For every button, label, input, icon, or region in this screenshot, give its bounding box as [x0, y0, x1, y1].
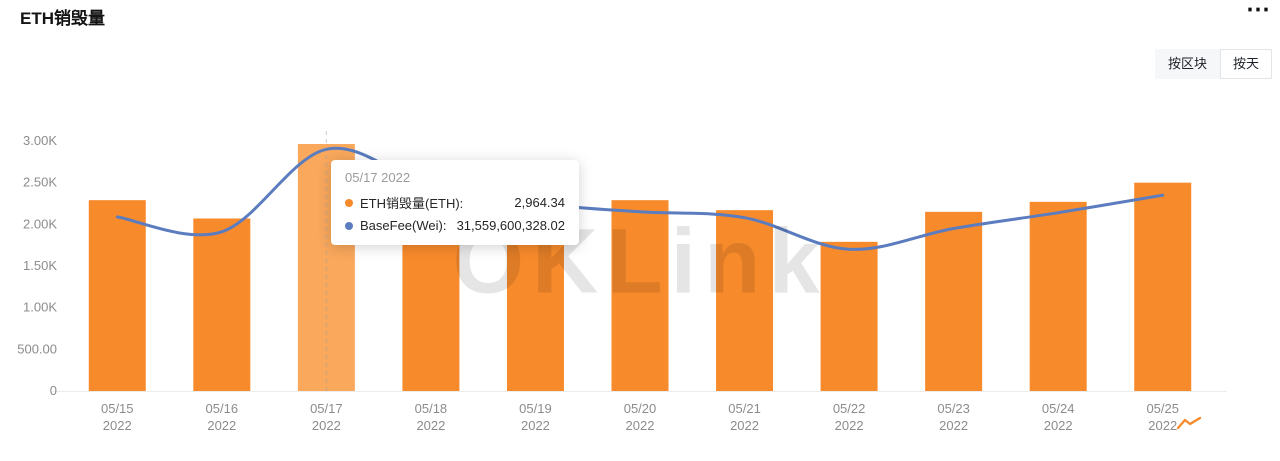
chart-tooltip: 05/17 2022 ETH销毁量(ETH): 2,964.34 BaseFee(W… [331, 160, 579, 245]
x-tick-date: 05/20 [624, 401, 657, 416]
y-tick-label: 1.50K [23, 258, 57, 273]
tooltip-rows: ETH销毁量(ETH): 2,964.34 BaseFee(Wei): 31,559,… [345, 193, 565, 233]
x-tick-year: 2022 [416, 418, 445, 433]
tooltip-title: 05/17 2022 [345, 170, 411, 185]
x-tick-date: 05/25 [1146, 401, 1179, 416]
x-tick-year: 2022 [103, 418, 132, 433]
bar-05-22[interactable] [820, 241, 878, 391]
x-tick-year: 2022 [1044, 418, 1073, 433]
bar-05-20[interactable] [611, 200, 669, 391]
y-tick-label: 3.00K [23, 133, 57, 148]
x-tick-year: 2022 [207, 418, 236, 433]
bar-05-15[interactable] [88, 200, 146, 391]
series-dot-icon [345, 198, 353, 207]
bar-05-16[interactable] [193, 218, 251, 392]
toggle-option-0[interactable]: 按区块 [1155, 49, 1220, 79]
x-tick-year: 2022 [312, 418, 341, 433]
tooltip-series-value: 31,559,600,328.02 [456, 218, 565, 233]
x-tick-date: 05/21 [728, 401, 761, 416]
toggle-option-1[interactable]: 按天 [1219, 49, 1272, 79]
x-tick-date: 05/19 [519, 401, 552, 416]
trend-squiggle-icon [1176, 416, 1202, 430]
x-tick-year: 2022 [626, 418, 655, 433]
x-tick-date: 05/22 [833, 401, 866, 416]
x-tick-date: 05/16 [206, 401, 239, 416]
bar-05-23[interactable] [925, 211, 983, 391]
x-tick-date: 05/23 [937, 401, 970, 416]
x-tick-year: 2022 [730, 418, 759, 433]
y-tick-label: 500.00 [17, 341, 57, 356]
y-tick-label: 2.50K [23, 175, 57, 190]
series-dot-icon [345, 221, 353, 230]
x-tick-year: 2022 [939, 418, 968, 433]
page-title: ETH销毁量 [20, 9, 105, 28]
bar-05-24[interactable] [1029, 201, 1087, 391]
bar-05-21[interactable] [716, 210, 774, 391]
x-tick-year: 2022 [1148, 418, 1177, 433]
more-menu-icon[interactable]: ⋯ [1246, 0, 1270, 23]
tooltip-series-label: BaseFee(Wei): [360, 218, 447, 233]
tooltip-row: BaseFee(Wei): 31,559,600,328.02 [345, 218, 565, 233]
tooltip-row: ETH销毁量(ETH): 2,964.34 [345, 193, 565, 212]
granularity-toggle: 按区块 按天 [1154, 49, 1272, 79]
y-tick-label: 2.00K [23, 216, 57, 231]
x-tick-date: 05/24 [1042, 401, 1075, 416]
y-tick-label: 1.00K [23, 300, 57, 315]
x-tick-date: 05/15 [101, 401, 134, 416]
basefee-line [115, 146, 1165, 251]
x-tick-date: 05/17 [310, 401, 343, 416]
x-tick-date: 05/18 [415, 401, 448, 416]
x-tick-year: 2022 [521, 418, 550, 433]
tooltip-series-label: ETH销毁量(ETH): [360, 196, 464, 211]
y-tick-label: 0 [50, 383, 57, 398]
tooltip-series-value: 2,964.34 [514, 195, 565, 210]
x-tick-year: 2022 [835, 418, 864, 433]
bar-05-25[interactable] [1134, 182, 1192, 391]
